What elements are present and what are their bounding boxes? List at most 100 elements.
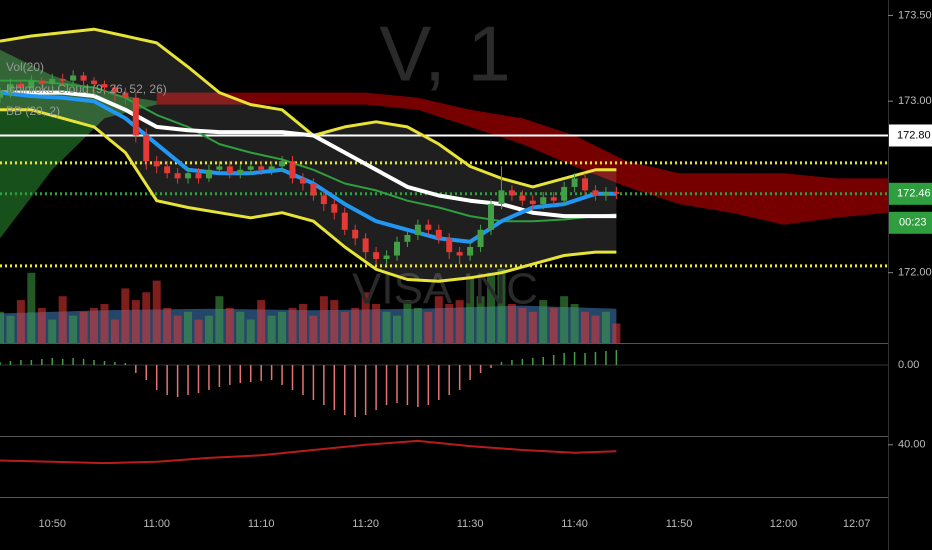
volume-bar (601, 311, 610, 343)
volume-bar (257, 300, 266, 343)
candle-body (164, 166, 171, 174)
candle-body (258, 166, 265, 170)
candle-body (341, 212, 348, 230)
y-tick-label: 0.00 (898, 359, 919, 371)
volume-bar (152, 280, 161, 343)
volume-bar (455, 300, 464, 343)
candle-body (373, 252, 380, 259)
price-label-box (889, 124, 932, 147)
candle-body (289, 161, 296, 179)
y-tick-label: 173.50 (898, 9, 932, 21)
volume-bar (121, 288, 130, 343)
volume-bar (330, 300, 339, 343)
candle-body (7, 84, 14, 93)
candle-body (488, 204, 495, 230)
volume-bar (69, 315, 78, 343)
volume-bar (27, 272, 36, 343)
candle-body (268, 166, 275, 170)
volume-bar (319, 296, 328, 343)
candle-body (185, 173, 192, 179)
candle-body (613, 192, 620, 194)
candle-body (143, 135, 150, 162)
candle-body (540, 197, 547, 205)
x-tick-label: 11:50 (666, 518, 693, 530)
volume-bar (351, 307, 360, 343)
candle-body (352, 229, 359, 239)
volume-bar (466, 276, 475, 343)
x-tick-label: 12:00 (770, 518, 798, 530)
y-tick-label: 40.00 (898, 439, 926, 451)
countdown-label: 00:23 (899, 217, 927, 229)
y-tick-label: 173.00 (898, 95, 932, 107)
candle-body (205, 169, 212, 179)
candle-body (550, 197, 557, 201)
candle-body (279, 161, 286, 167)
candle-body (320, 195, 327, 205)
candle-body (237, 169, 244, 174)
volume-bar (163, 307, 172, 343)
x-tick-label: 11:10 (248, 518, 275, 530)
volume-bar (413, 307, 422, 343)
volume-bar (225, 307, 234, 343)
volume-bar (236, 311, 245, 343)
volume-bar (204, 315, 213, 343)
volume-bar (288, 307, 297, 343)
volume-bar (392, 315, 401, 343)
indicator-legend: Vol(20) (6, 60, 44, 74)
volume-bar (434, 296, 443, 343)
candle-body (299, 178, 306, 184)
candle-body (582, 178, 589, 191)
volume-bar (100, 304, 109, 343)
volume-bar (476, 296, 485, 343)
volume-bar (58, 296, 67, 343)
candle-body (446, 238, 453, 253)
volume-bar (549, 307, 558, 343)
volume-bar (173, 315, 182, 343)
volume-bar (194, 319, 203, 343)
price-label: 172.80 (897, 129, 931, 141)
candle-body (508, 190, 515, 196)
candle-body (425, 224, 432, 230)
volume-bar (16, 300, 25, 343)
volume-bar (142, 292, 151, 343)
watermark: V, 1 (379, 10, 511, 98)
volume-bar (591, 315, 600, 343)
volume-bar (612, 323, 621, 343)
candle-body (592, 190, 599, 196)
candle-body (404, 234, 411, 242)
volume-bar (487, 272, 496, 343)
candle-body (414, 224, 421, 235)
candle-body (153, 161, 160, 167)
candle-body (310, 183, 317, 196)
oscillator-line (0, 439, 617, 465)
candle-body (226, 166, 233, 174)
candle-body (49, 78, 56, 85)
x-tick-label: 11:30 (457, 518, 484, 530)
volume-bar (278, 311, 287, 343)
volume-bar (507, 304, 516, 343)
candle-body (393, 241, 400, 256)
volume-bar (246, 319, 255, 343)
volume-bar (445, 304, 454, 343)
candle-body (91, 80, 98, 85)
candle-body (529, 200, 536, 205)
volume-bar (6, 315, 15, 343)
candle-body (498, 190, 505, 205)
volume-bar (518, 307, 527, 343)
candle-body (519, 195, 526, 201)
volume-bar (372, 304, 381, 343)
candle-body (59, 78, 66, 81)
indicator-legend: Ichimoku Cloud (9, 26, 52, 26) (6, 82, 167, 96)
price-label-box (889, 182, 932, 205)
volume-bar (382, 311, 391, 343)
x-tick-label: 12:07 (843, 518, 871, 530)
volume-bar (570, 304, 579, 343)
candle-body (101, 84, 108, 88)
candle-body (477, 229, 484, 247)
candle-body (331, 204, 338, 213)
candle-body (467, 246, 474, 256)
volume-bar (581, 311, 590, 343)
indicator-line (0, 90, 617, 219)
